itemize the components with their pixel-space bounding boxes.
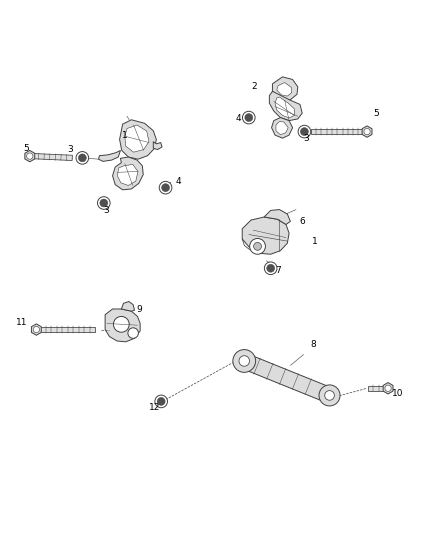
Text: 12: 12: [148, 403, 160, 412]
Circle shape: [100, 199, 108, 207]
Text: 11: 11: [16, 318, 28, 327]
Polygon shape: [25, 150, 35, 162]
Circle shape: [364, 128, 370, 135]
Polygon shape: [264, 209, 290, 224]
Polygon shape: [33, 154, 72, 160]
Circle shape: [78, 154, 86, 162]
Circle shape: [250, 238, 265, 254]
Text: 5: 5: [23, 144, 29, 153]
Polygon shape: [368, 386, 385, 391]
Circle shape: [159, 181, 172, 194]
Circle shape: [267, 264, 275, 272]
Polygon shape: [153, 142, 162, 150]
Polygon shape: [32, 324, 41, 335]
Polygon shape: [272, 77, 298, 100]
Circle shape: [162, 184, 170, 191]
Text: 6: 6: [299, 217, 305, 227]
Text: 8: 8: [310, 340, 316, 349]
Circle shape: [254, 243, 261, 251]
Polygon shape: [121, 302, 134, 311]
Polygon shape: [40, 327, 95, 332]
Circle shape: [113, 317, 129, 332]
Circle shape: [76, 151, 88, 164]
Polygon shape: [269, 91, 302, 120]
Circle shape: [319, 385, 340, 406]
Polygon shape: [99, 150, 120, 161]
Circle shape: [243, 111, 255, 124]
Polygon shape: [125, 125, 149, 152]
Polygon shape: [362, 126, 372, 138]
Circle shape: [98, 197, 110, 209]
Circle shape: [325, 391, 334, 400]
Text: 1: 1: [122, 131, 128, 140]
Circle shape: [385, 385, 391, 391]
Polygon shape: [275, 97, 294, 118]
Text: 2: 2: [251, 83, 257, 92]
Text: 3: 3: [103, 206, 109, 215]
Polygon shape: [276, 122, 288, 135]
Polygon shape: [113, 157, 143, 190]
Polygon shape: [241, 354, 332, 403]
Circle shape: [265, 262, 277, 274]
Circle shape: [27, 153, 33, 159]
Circle shape: [245, 114, 253, 122]
Polygon shape: [272, 118, 293, 138]
Circle shape: [233, 350, 256, 373]
Polygon shape: [383, 383, 393, 394]
Polygon shape: [311, 129, 364, 134]
Polygon shape: [242, 217, 289, 254]
Circle shape: [155, 395, 167, 408]
Circle shape: [157, 398, 165, 405]
Text: 4: 4: [236, 115, 241, 124]
Circle shape: [128, 328, 138, 338]
Circle shape: [33, 326, 39, 333]
Text: 4: 4: [176, 176, 181, 185]
Text: 9: 9: [136, 305, 142, 314]
Text: 7: 7: [276, 266, 282, 276]
Text: 1: 1: [311, 237, 318, 246]
Polygon shape: [117, 165, 138, 185]
Text: 10: 10: [392, 389, 403, 398]
Polygon shape: [277, 83, 292, 96]
Circle shape: [239, 356, 250, 366]
Text: 3: 3: [304, 134, 310, 143]
Polygon shape: [120, 120, 156, 159]
Text: 3: 3: [67, 146, 73, 155]
Circle shape: [300, 128, 308, 135]
Circle shape: [298, 125, 311, 138]
Text: 5: 5: [373, 109, 379, 118]
Polygon shape: [105, 309, 140, 342]
